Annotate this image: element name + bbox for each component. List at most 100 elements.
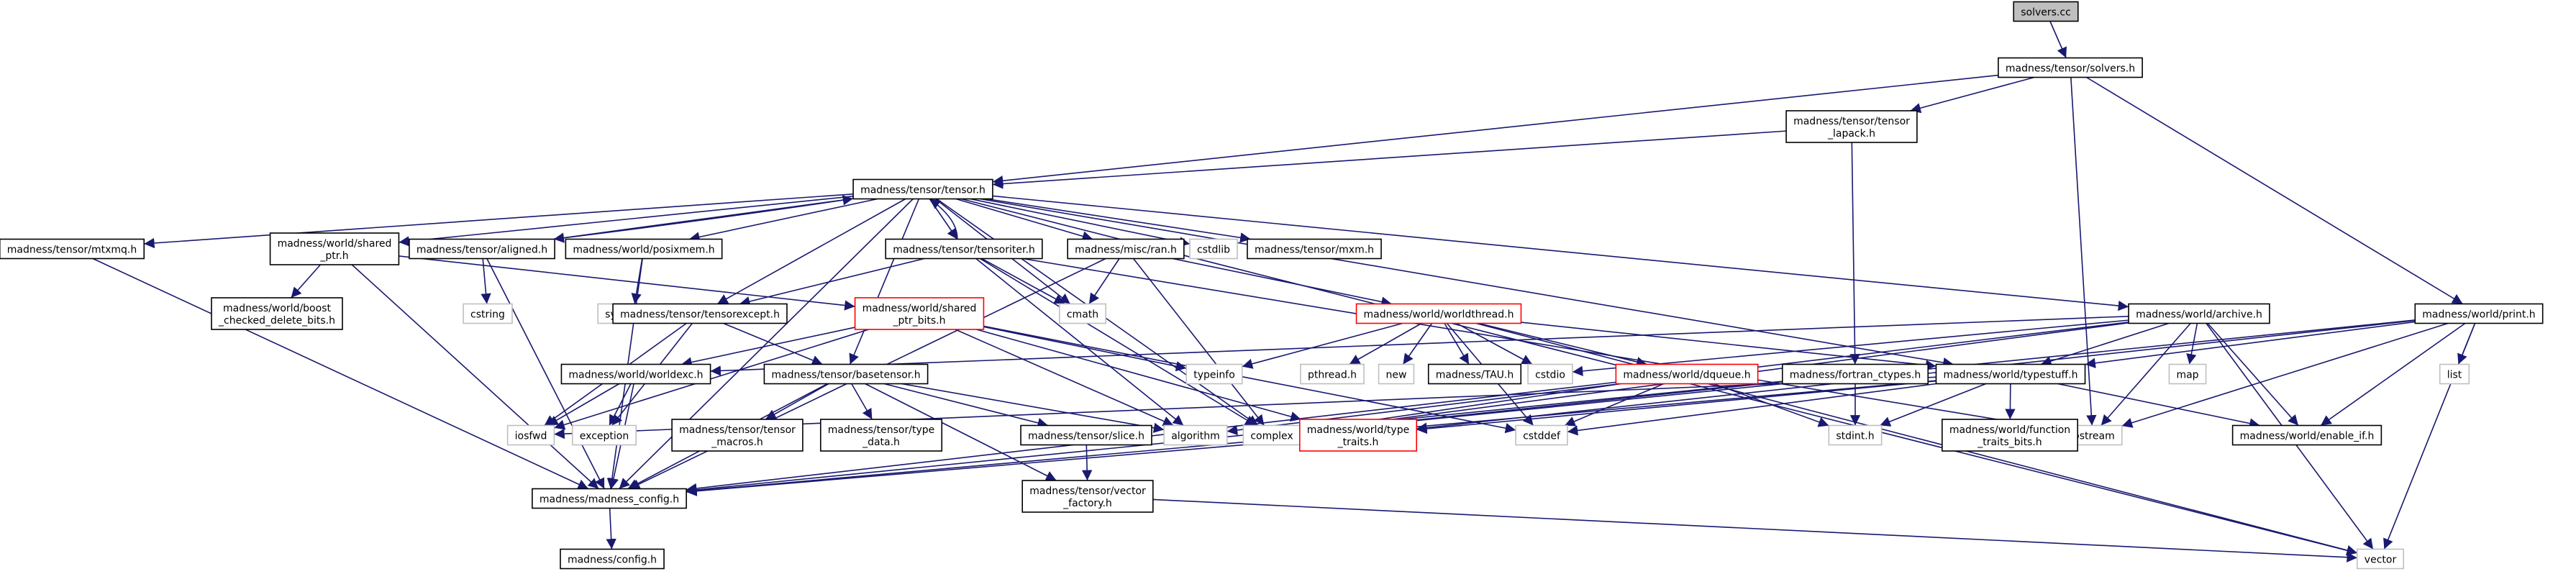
node-slice-h[interactable]: madness/tensor/slice.h	[1020, 424, 1152, 446]
node-label: _lapack.h	[1827, 128, 1875, 140]
edge-tensoriter-h-to-tensor-h	[929, 198, 958, 240]
node-label: stdint.h	[1836, 431, 1874, 442]
node-box	[2168, 363, 2207, 385]
node-boost-checked[interactable]: madness/world/boost_checked_delete_bits.…	[211, 297, 343, 330]
node-label: madness/world/boost	[223, 303, 331, 314]
node-cstring: cstring	[463, 303, 513, 324]
node-basetensor-h[interactable]: madness/tensor/basetensor.h	[763, 363, 929, 385]
node-cstdio: cstdio	[1527, 363, 1573, 385]
edge-worldthread-h-to-tau-h	[1444, 323, 1470, 365]
node-label: madness/world/archive.h	[2136, 309, 2262, 321]
edge-tensor-h-to-basetensor-h	[849, 199, 920, 365]
node-pthread-h: pthread.h	[1300, 363, 1365, 385]
node-label: madness/tensor/tensorexcept.h	[620, 309, 780, 321]
node-tensor-h[interactable]: madness/tensor/tensor.h	[852, 178, 993, 200]
node-tensor-macros-h[interactable]: madness/tensor/tensor_macros.h	[671, 419, 804, 452]
node-type-traits-h[interactable]: madness/world/type_traits.h	[1298, 419, 1418, 452]
node-ran-h[interactable]: madness/misc/ran.h	[1067, 238, 1185, 260]
node-box	[1247, 238, 1382, 260]
node-label: madness/tensor/slice.h	[1028, 431, 1144, 442]
node-mxm-h[interactable]: madness/tensor/mxm.h	[1247, 238, 1382, 260]
node-box	[1942, 419, 2078, 452]
node-typestuff-h[interactable]: madness/world/typestuff.h	[1935, 363, 2086, 385]
node-posixmem-h[interactable]: madness/world/posixmem.h	[565, 238, 723, 260]
node-shared-ptr-h[interactable]: madness/world/shared_ptr.h	[269, 232, 400, 265]
node-box	[532, 488, 687, 509]
node-box	[612, 303, 788, 324]
node-aligned-h[interactable]: madness/tensor/aligned.h	[409, 238, 555, 260]
node-tau-h[interactable]: madness/TAU.h	[1427, 363, 1522, 385]
edge-tensoriter-h-to-cmath	[981, 258, 1065, 305]
node-label: madness/world/enable_if.h	[2240, 431, 2375, 442]
node-label: _macros.h	[711, 437, 763, 448]
node-tensor-lapack-h[interactable]: madness/tensor/tensor_lapack.h	[1785, 110, 1918, 143]
edge-aligned-h-to-cstring	[481, 258, 491, 304]
node-solvers-cc[interactable]: solvers.cc	[2013, 1, 2079, 22]
node-label: madness/world/typestuff.h	[1943, 370, 2077, 381]
node-label: madness/tensor/tensor	[1793, 116, 1910, 127]
node-print-h[interactable]: madness/world/print.h	[2414, 303, 2544, 324]
node-dqueue-h[interactable]: madness/world/dqueue.h	[1615, 363, 1759, 385]
edge-tensor-h-to-mxm-h	[986, 198, 1251, 243]
node-label: madness/world/shared	[278, 238, 392, 250]
node-label: madness/tensor/basetensor.h	[771, 370, 920, 381]
edge-worldthread-h-to-vector	[1475, 322, 2358, 555]
node-label: madness/world/type	[1307, 424, 1409, 436]
node-label: typeinfo	[1193, 370, 1235, 381]
node-label: list	[2447, 370, 2462, 381]
node-tensorexcept-h[interactable]: madness/tensor/tensorexcept.h	[612, 303, 788, 324]
nodes-layer: solvers.cc madness/tensor/solvers.h madnes…	[0, 1, 2544, 570]
node-madness-config-h[interactable]: madness/madness_config.h	[532, 488, 687, 509]
node-label: madness/tensor/vector	[1029, 486, 1146, 497]
node-box	[269, 232, 400, 265]
node-solvers-h[interactable]: madness/tensor/solvers.h	[1998, 57, 2143, 78]
node-box	[2128, 303, 2270, 324]
edge-tensor-h-to-ran-h	[955, 198, 1093, 242]
node-box	[2439, 363, 2470, 385]
node-box	[2013, 1, 2079, 22]
node-tensoriter-h[interactable]: madness/tensor/tensoriter.h	[885, 238, 1043, 260]
node-box	[1515, 424, 1568, 446]
edge-tensoriter-h-to-complex	[979, 258, 1257, 427]
node-cstdlib: cstdlib	[1189, 238, 1238, 260]
edge-typestuff-h-to-cstddef	[1567, 383, 1936, 436]
node-worldthread-h[interactable]: madness/world/worldthread.h	[1355, 303, 1522, 324]
edge-ran-h-to-cmath	[1088, 258, 1120, 304]
edge-worldthread-h-to-typestuff-h	[1521, 322, 1936, 370]
node-box	[1185, 363, 1243, 385]
node-label: madness/tensor/tensoriter.h	[893, 245, 1035, 256]
node-enable-if-h[interactable]: madness/world/enable_if.h	[2231, 424, 2382, 446]
node-box	[854, 297, 985, 330]
node-archive-h[interactable]: madness/world/archive.h	[2128, 303, 2270, 324]
node-box	[1785, 110, 1918, 143]
node-vector-factory-h[interactable]: madness/tensor/vector_factory.h	[1021, 480, 1154, 513]
node-box	[1781, 363, 1929, 385]
node-label: madness/world/shared	[863, 303, 977, 314]
node-fortran-ctypes-h[interactable]: madness/fortran_ctypes.h	[1781, 363, 1929, 385]
node-cmath: cmath	[1059, 303, 1106, 324]
node-cstddef: cstddef	[1515, 424, 1568, 446]
node-mtxmq-h[interactable]: madness/tensor/mtxmq.h	[0, 238, 145, 260]
node-box	[1527, 363, 1573, 385]
node-shared-ptr-bits-h[interactable]: madness/world/shared_ptr_bits.h	[854, 297, 985, 330]
node-box	[560, 548, 665, 570]
node-box	[211, 297, 343, 330]
node-box	[1935, 363, 2086, 385]
node-label: _ptr_bits.h	[892, 315, 945, 327]
node-config-h[interactable]: madness/config.h	[560, 548, 665, 570]
edge-tensor-h-to-shared-ptr-h	[399, 196, 854, 247]
edge-basetensor-h-to-type-data-h	[851, 383, 873, 420]
node-label: madness/world/worldthread.h	[1364, 309, 1514, 321]
edge-tensor-h-to-tensorexcept-h	[716, 198, 906, 305]
node-function-traits-h[interactable]: madness/world/function_traits_bits.h	[1942, 419, 2078, 452]
node-worldexc-h[interactable]: madness/world/worldexc.h	[560, 363, 711, 385]
node-iosfwd: iosfwd	[506, 424, 555, 446]
node-label: madness/tensor/solvers.h	[2006, 63, 2135, 75]
node-label: madness/tensor/type	[828, 424, 934, 436]
node-label: cstdio	[1535, 370, 1565, 381]
edge-archive-h-to-iostream	[2101, 322, 2191, 427]
node-box	[1067, 238, 1185, 260]
node-type-data-h[interactable]: madness/tensor/type_data.h	[819, 419, 943, 452]
node-map: map	[2168, 363, 2207, 385]
node-list: list	[2439, 363, 2470, 385]
